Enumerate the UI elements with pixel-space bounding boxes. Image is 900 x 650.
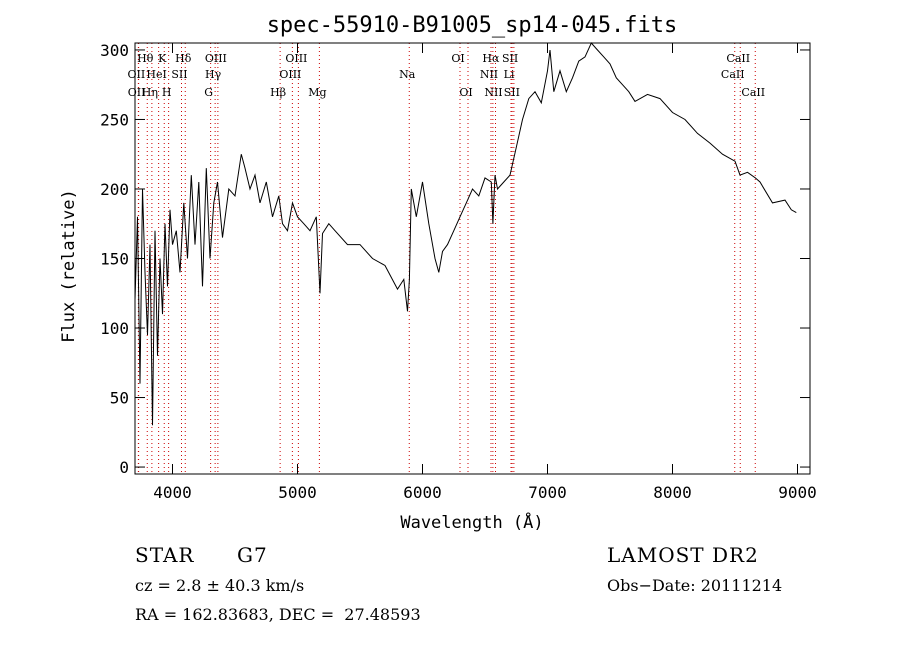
line-marker-label: OIII [205, 52, 227, 65]
line-marker-label: Hα [482, 52, 500, 65]
line-marker-label: Hβ [270, 86, 286, 99]
line-marker-label: OIII [279, 68, 301, 81]
y-tick-label: 100 [100, 319, 129, 338]
chart-title: spec-55910-B91005_sp14-045.fits [267, 13, 678, 38]
line-marker-label: Mg [308, 86, 326, 99]
plot-frame [134, 42, 811, 475]
line-marker-label: OIII [285, 52, 307, 65]
object-class: STAR [135, 543, 195, 567]
line-marker-label: CaII [726, 52, 750, 65]
y-tick-label: 150 [100, 250, 129, 269]
line-marker-label: NII [484, 86, 502, 99]
line-marker-label: OI [451, 52, 464, 65]
line-marker-label: Hη [142, 86, 158, 99]
spectrum-line [134, 42, 797, 426]
line-marker-label: NII [480, 68, 498, 81]
y-axis-label: Flux (relative) [59, 189, 79, 343]
line-marker-label: Hγ [205, 68, 222, 81]
x-tick-label: 6000 [403, 483, 442, 502]
line-markers [137, 43, 756, 474]
line-marker-label: CaII [741, 86, 765, 99]
redshift-velocity: cz = 2.8 ± 40.3 km/s [135, 576, 305, 595]
line-marker-label: SII [504, 86, 520, 99]
line-marker-label: K [158, 52, 167, 65]
line-marker-label: Hδ [175, 52, 192, 65]
observation-date: Obs−Date: 20111214 [607, 576, 783, 595]
y-axis-ticks: 0 50 100 150 200 250 300 [100, 41, 810, 477]
line-marker-label: CaII [721, 68, 745, 81]
line-marker-label: OII [128, 86, 146, 99]
y-tick-label: 200 [100, 180, 129, 199]
x-tick-label: 4000 [153, 483, 192, 502]
x-tick-label: 8000 [653, 483, 692, 502]
line-marker-label: Hθ [137, 52, 154, 65]
line-marker-label: HeI [146, 68, 166, 81]
y-tick-label: 300 [100, 41, 129, 60]
spectrum-chart: spec-55910-B91005_sp14-045.fits Hθ OII OII… [59, 13, 817, 533]
y-tick-label: 250 [100, 110, 129, 129]
line-marker-label: SII [502, 52, 518, 65]
x-axis-ticks: 4000 5000 6000 7000 8000 9000 [153, 43, 817, 502]
y-tick-label: 50 [110, 389, 129, 408]
object-subclass: G7 [237, 543, 268, 567]
line-marker-label: Li [504, 68, 515, 81]
line-marker-label: OI [459, 86, 472, 99]
x-tick-label: 5000 [278, 483, 317, 502]
survey-name: LAMOST DR2 [607, 543, 759, 567]
y-tick-label: 0 [119, 458, 129, 477]
x-tick-label: 7000 [528, 483, 567, 502]
line-marker-label: SII [171, 68, 187, 81]
line-marker-label: G [204, 86, 213, 99]
line-marker-label: OII [128, 68, 146, 81]
line-marker-label: Na [399, 68, 416, 81]
x-axis-label: Wavelength (Å) [400, 511, 543, 533]
line-marker-label: H [162, 86, 172, 99]
coordinates: RA = 162.83683, DEC = 27.48593 [135, 605, 421, 624]
x-tick-label: 9000 [778, 483, 817, 502]
